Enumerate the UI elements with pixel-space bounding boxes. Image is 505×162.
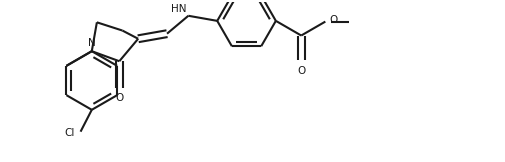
Text: O: O (297, 66, 306, 76)
Text: Cl: Cl (64, 128, 75, 138)
Text: O: O (329, 15, 337, 25)
Text: N: N (88, 38, 95, 48)
Text: O: O (115, 93, 123, 104)
Text: HN: HN (171, 4, 186, 14)
